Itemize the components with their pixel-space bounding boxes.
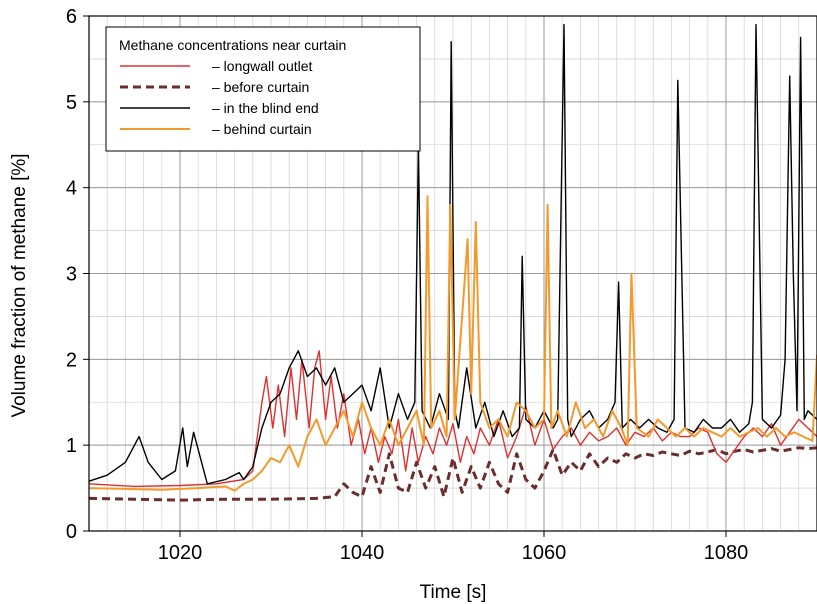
series-line-longwall-outlet [88, 350, 817, 488]
y-axis-title: Volume fraction of methane [%] [9, 153, 30, 417]
series-line-in-the-blind-end [88, 23, 817, 485]
series-line-behind-curtain [88, 195, 817, 492]
series-line-before-curtain [88, 446, 817, 502]
x-tick-label: 1040 [340, 542, 385, 564]
legend-entry-label: – before curtain [212, 79, 309, 95]
y-tick-label: 5 [66, 92, 77, 114]
legend-entry-label: – in the blind end [212, 100, 319, 116]
series-layer [88, 23, 817, 502]
y-tick-label: 3 [66, 264, 77, 286]
y-tick-label: 6 [66, 6, 77, 28]
x-tick-label: 1020 [158, 542, 203, 564]
tick-labels: 1020 1040 1060 1080 0 1 2 3 4 5 6 [66, 6, 748, 564]
y-tick-label: 1 [66, 435, 77, 457]
legend-entry-label: – behind curtain [212, 121, 312, 137]
y-tick-label: 0 [66, 521, 77, 543]
x-tick-label: 1060 [522, 542, 567, 564]
legend-entries: – longwall outlet – before curtain – in th… [120, 58, 319, 137]
x-tick-label: 1080 [704, 542, 749, 564]
legend: Methane concentrations near curtain – lo… [105, 26, 421, 152]
legend-entry-label: – longwall outlet [212, 58, 313, 74]
y-tick-label: 2 [66, 349, 77, 371]
x-axis-title: Time [s] [420, 582, 487, 603]
legend-title: Methane concentrations near curtain [119, 37, 346, 53]
legend-box [105, 26, 421, 152]
y-tick-label: 4 [66, 178, 77, 200]
